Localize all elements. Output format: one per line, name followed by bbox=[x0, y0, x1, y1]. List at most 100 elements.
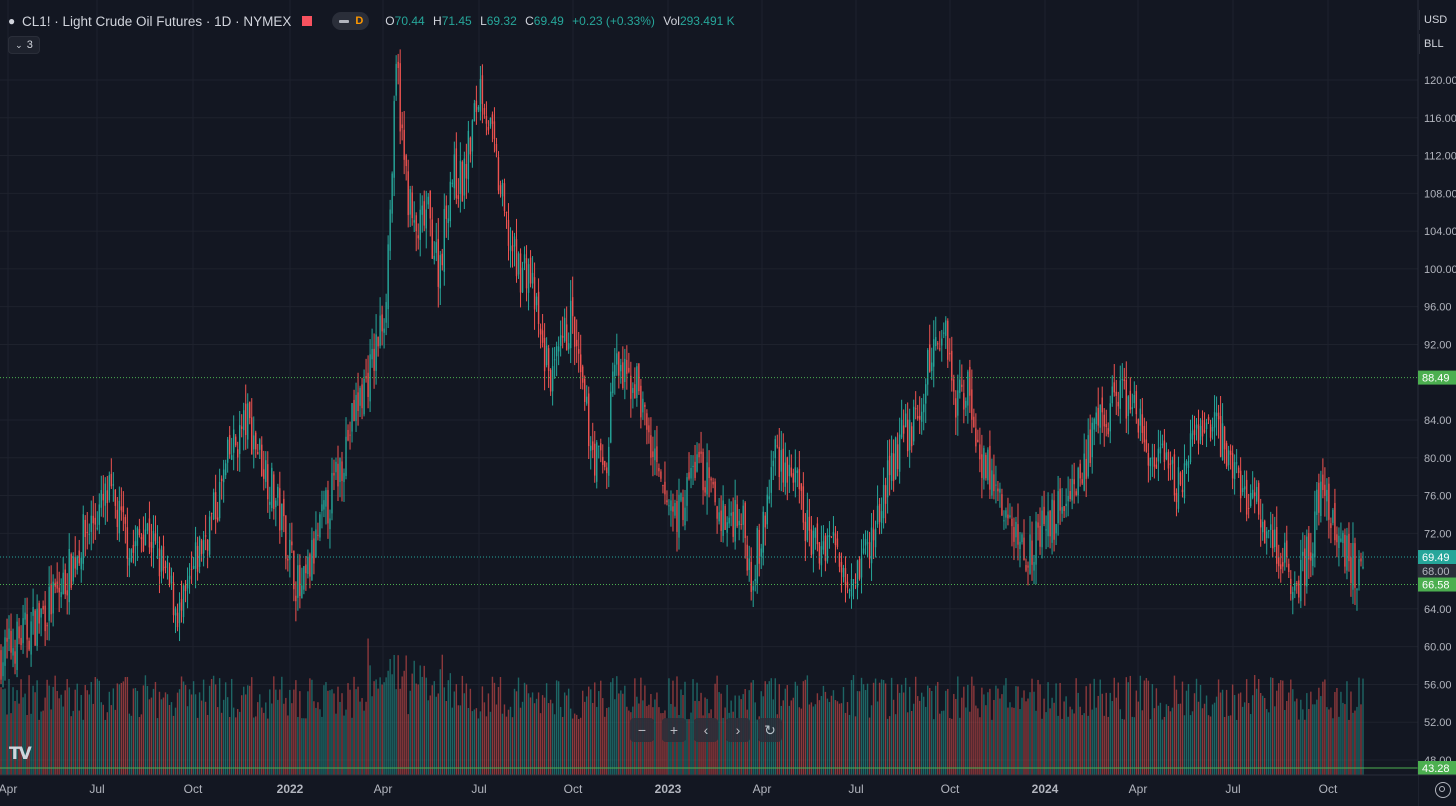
volume-bar bbox=[180, 676, 183, 775]
volume-bar bbox=[1284, 709, 1286, 775]
volume-bar bbox=[1055, 683, 1057, 775]
zoom-out-button[interactable]: − bbox=[630, 718, 654, 742]
close-label: C bbox=[525, 14, 534, 28]
volume-bar bbox=[1280, 680, 1282, 775]
candle-body bbox=[1257, 482, 1260, 515]
candle-body bbox=[858, 558, 861, 579]
unit-selector[interactable]: BLL bbox=[1419, 34, 1456, 54]
volume-bar bbox=[1268, 712, 1270, 775]
candle-body bbox=[1163, 440, 1166, 462]
volume-bar bbox=[241, 695, 243, 775]
scroll-left-button[interactable]: ‹ bbox=[694, 718, 718, 742]
candle-body bbox=[884, 485, 887, 504]
volume-bar bbox=[1151, 684, 1154, 775]
symbol-title[interactable]: CL1! · Light Crude Oil Futures · 1D · NY… bbox=[22, 13, 292, 29]
time-axis[interactable] bbox=[0, 775, 1418, 806]
volume-bar bbox=[279, 689, 281, 775]
candle-body bbox=[557, 346, 560, 352]
candle-body bbox=[1071, 478, 1073, 501]
candle-body bbox=[467, 130, 470, 180]
candle-body bbox=[943, 332, 945, 334]
price-label-box[interactable] bbox=[1418, 761, 1456, 775]
candle-body bbox=[120, 506, 123, 511]
volume-bar bbox=[971, 676, 973, 775]
candle-body bbox=[1029, 534, 1031, 574]
candle-body bbox=[491, 114, 494, 124]
price-axis[interactable] bbox=[1418, 0, 1456, 806]
candle-body bbox=[106, 490, 109, 504]
candle-body bbox=[622, 362, 624, 389]
volume-bar bbox=[523, 682, 526, 775]
volume-bar bbox=[790, 700, 793, 775]
x-tick-label: Jul bbox=[89, 782, 104, 796]
candle-body bbox=[194, 542, 197, 569]
tradingview-logo[interactable]: TV bbox=[9, 744, 32, 764]
volume-bar bbox=[784, 688, 787, 775]
interval-badge[interactable]: D bbox=[332, 12, 370, 30]
price-label-box[interactable] bbox=[1418, 550, 1456, 565]
candle-body bbox=[1091, 422, 1093, 458]
candle-body bbox=[898, 434, 901, 472]
x-tick-label: Oct bbox=[941, 782, 960, 796]
volume-bar bbox=[1149, 719, 1152, 775]
volume-bar bbox=[505, 716, 508, 775]
volume-bar bbox=[923, 696, 925, 775]
market-status-icon[interactable] bbox=[302, 16, 313, 26]
scroll-right-button[interactable]: › bbox=[726, 718, 750, 742]
candle-body bbox=[822, 541, 825, 550]
volume-bar bbox=[515, 691, 518, 775]
zoom-in-button[interactable]: + bbox=[662, 718, 686, 742]
volume-bar bbox=[1167, 705, 1170, 775]
volume-bar bbox=[190, 694, 193, 775]
volume-bar bbox=[331, 689, 333, 775]
candle-body bbox=[28, 640, 30, 650]
volume-bar bbox=[447, 680, 450, 775]
volume-bar bbox=[210, 678, 213, 775]
volume-bar bbox=[507, 709, 510, 775]
price-label-box[interactable] bbox=[1418, 370, 1456, 385]
candle-body bbox=[423, 201, 425, 226]
price-label-box[interactable] bbox=[1418, 577, 1456, 592]
volume-bar bbox=[1139, 675, 1142, 775]
indicators-collapse-button[interactable]: ⌄ 3 bbox=[8, 36, 40, 54]
candle-body bbox=[979, 444, 981, 460]
volume-bar bbox=[387, 670, 389, 775]
price-label-text: 68.00 bbox=[1422, 566, 1450, 578]
reset-chart-button[interactable]: ↻ bbox=[758, 718, 782, 742]
currency-selector[interactable]: USD bbox=[1419, 10, 1456, 30]
price-label-text: 88.49 bbox=[1422, 373, 1450, 385]
volume-bar bbox=[257, 702, 259, 775]
volume-bar bbox=[172, 715, 175, 775]
volume-bar bbox=[425, 677, 427, 775]
candle-body bbox=[722, 500, 724, 536]
candle-body bbox=[1352, 543, 1354, 590]
candle-body bbox=[1282, 562, 1284, 567]
volume-bar bbox=[991, 719, 993, 775]
volume-bar bbox=[931, 691, 933, 775]
candle-body bbox=[493, 121, 496, 140]
candle-body bbox=[1031, 540, 1033, 565]
volume-bar bbox=[754, 702, 756, 775]
volume-bar bbox=[1231, 684, 1234, 775]
symbol-legend[interactable]: ● CL1! · Light Crude Oil Futures · 1D · … bbox=[8, 11, 740, 31]
price-label-box[interactable] bbox=[1418, 564, 1456, 579]
volume-bar bbox=[40, 711, 42, 775]
volume-bar bbox=[118, 684, 121, 775]
candle-body bbox=[104, 483, 107, 506]
low-label: L bbox=[480, 14, 487, 28]
volume-bar bbox=[485, 716, 488, 775]
candle-body bbox=[453, 154, 456, 189]
volume-bar bbox=[624, 685, 626, 775]
volume-bar bbox=[509, 706, 512, 775]
candle-body bbox=[1304, 548, 1306, 586]
gear-icon[interactable] bbox=[1435, 782, 1451, 798]
volume-bar bbox=[1103, 715, 1105, 775]
volume-bar bbox=[612, 678, 614, 775]
candle-body bbox=[108, 475, 111, 501]
candle-body bbox=[590, 445, 592, 451]
volume-bar bbox=[46, 679, 48, 775]
volume-bar bbox=[58, 698, 60, 775]
candle-body bbox=[692, 465, 694, 468]
volume-bar bbox=[1127, 682, 1130, 775]
